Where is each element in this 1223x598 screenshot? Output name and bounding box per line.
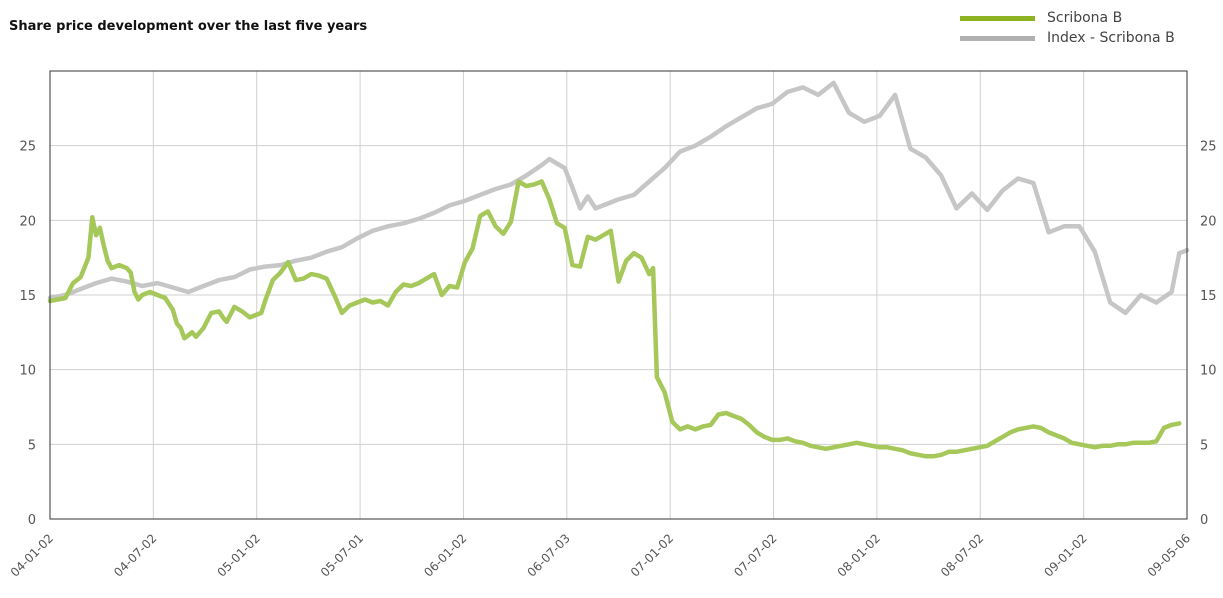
x-tick-label: 05-01-02 (214, 531, 262, 579)
x-tick-label: 08-07-02 (938, 531, 986, 579)
plot-frame (49, 70, 1188, 520)
x-tick-label: 04-01-02 (8, 531, 56, 579)
x-tick-label: 04-07-02 (111, 531, 159, 579)
x-tick-label: 08-01-02 (835, 531, 883, 579)
legend-swatch-scribona-b (960, 15, 1035, 21)
series-line-scribona-b (47, 179, 1182, 459)
x-tick-label: 05-07-01 (318, 531, 366, 579)
x-tick-label: 07-07-02 (731, 531, 779, 579)
legend-item-scribona-b: Scribona B (960, 8, 1175, 28)
y-tick-label-right: 10 (1200, 364, 1217, 379)
series-line-index (47, 80, 1190, 316)
chart-title: Share price development over the last fi… (9, 19, 368, 34)
y-tick-label-left: 25 (19, 140, 36, 155)
legend-label-scribona-b: Scribona B (1047, 10, 1123, 26)
x-tick-label: 06-01-02 (421, 531, 469, 579)
y-tick-label-right: 0 (1200, 513, 1208, 528)
x-tick-label: 09-01-02 (1041, 531, 1089, 579)
legend: Scribona B Index - Scribona B (960, 8, 1175, 48)
y-tick-label-left: 5 (28, 438, 36, 453)
legend-swatch-index (960, 35, 1035, 41)
y-tick-label-right: 15 (1200, 289, 1217, 304)
y-tick-label-right: 5 (1200, 438, 1208, 453)
x-tick-label: 09-05-06 (1145, 531, 1193, 579)
legend-label-index: Index - Scribona B (1047, 30, 1175, 46)
x-tick-label: 06-07-03 (525, 531, 573, 579)
y-tick-label-left: 0 (28, 513, 36, 528)
y-tick-label-left: 20 (19, 214, 36, 229)
y-tick-label-left: 10 (19, 364, 36, 379)
x-tick-label: 07-01-02 (628, 531, 676, 579)
y-tick-label-right: 20 (1200, 214, 1217, 229)
y-tick-label-left: 15 (19, 289, 36, 304)
y-tick-label-right: 25 (1200, 140, 1217, 155)
legend-item-index: Index - Scribona B (960, 28, 1175, 48)
